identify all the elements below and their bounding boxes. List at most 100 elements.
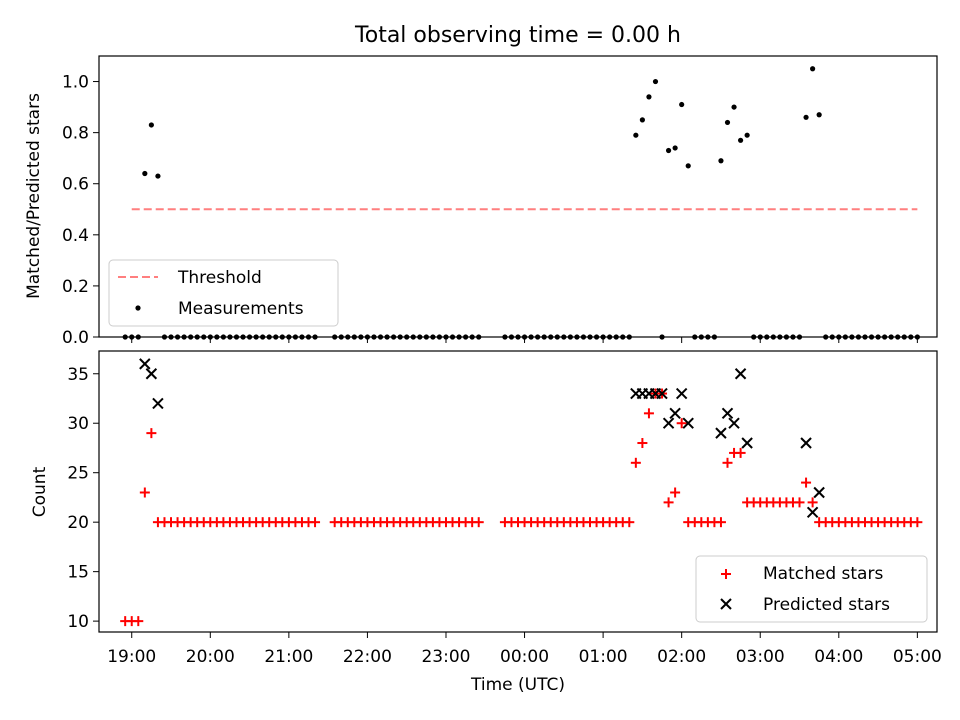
predicted-star-point-b xyxy=(139,358,151,370)
top-ytick-label: 0.4 xyxy=(62,226,89,246)
matched-star-point xyxy=(670,487,681,498)
measurement-point xyxy=(718,158,724,164)
predicted-star-point xyxy=(721,407,734,420)
bottom-ylabel: Count xyxy=(30,466,50,517)
predicted-star-point xyxy=(728,417,740,429)
counts-layer xyxy=(120,358,923,627)
predicted-star-point-b xyxy=(741,437,753,449)
predicted-star-point xyxy=(813,486,825,499)
legend-matched-label: Matched stars xyxy=(763,564,883,584)
matched-star-point xyxy=(637,438,648,449)
figure-title: Total observing time = 0.00 h xyxy=(354,23,681,48)
predicted-star-point xyxy=(662,417,675,429)
bottom-xtick-label: 22:00 xyxy=(343,647,392,667)
measurement-point xyxy=(646,94,652,100)
predicted-star-point-b xyxy=(152,397,164,410)
top-legend: Threshold Measurements xyxy=(108,259,339,327)
predicted-star-point-b xyxy=(800,437,812,449)
predicted-star-point-b xyxy=(682,417,694,429)
matched-star-point xyxy=(722,457,733,468)
predicted-star-point-b xyxy=(721,407,734,420)
matched-star-point xyxy=(310,517,321,528)
matched-star-point xyxy=(146,428,157,439)
matched-star-point xyxy=(624,517,635,528)
measurement-point xyxy=(142,170,148,177)
predicted-star-point-b xyxy=(662,417,675,429)
predicted-star-point xyxy=(806,506,819,518)
matched-star-point xyxy=(676,418,687,429)
top-ticks: 0.0 0.2 0.4 0.6 0.8 1.0 xyxy=(62,73,918,348)
bottom-ytick-label: 15 xyxy=(67,563,89,583)
predicted-star-point-b xyxy=(145,368,158,380)
bottom-xtick-label: 04:00 xyxy=(814,647,863,667)
matched-star-point xyxy=(133,616,144,627)
bottom-xtick-label: 00:00 xyxy=(500,647,549,667)
measurement-point xyxy=(724,119,731,126)
predicted-star-point-b xyxy=(715,427,727,439)
bottom-ticks: 10 15 20 25 30 35 19:00 20:00 21:00 22:00 23:00 00:… xyxy=(67,365,942,667)
bottom-ytick-label: 20 xyxy=(67,513,89,533)
legend-predicted-label: Predicted stars xyxy=(763,595,890,615)
top-ylabel: Matched/Predicted stars xyxy=(24,93,44,299)
matched-star-point xyxy=(794,497,805,508)
bottom-xtick-label: 23:00 xyxy=(421,647,470,667)
measurement-point xyxy=(685,163,691,169)
measurement-point xyxy=(155,173,161,179)
measurement-point xyxy=(672,145,678,151)
matched-star-point xyxy=(735,447,746,458)
top-ytick-label: 0.6 xyxy=(62,175,89,195)
measurement-point xyxy=(816,112,822,118)
measurement-point xyxy=(665,147,672,154)
predicted-star-point xyxy=(145,368,158,380)
bottom-ytick-label: 10 xyxy=(67,612,89,632)
measurement-point xyxy=(737,137,744,143)
bottom-legend-box xyxy=(695,555,928,623)
predicted-star-point-b xyxy=(675,387,688,400)
matched-star-point xyxy=(663,497,674,508)
bottom-axes-frame xyxy=(98,350,938,633)
top-ytick-label: 0.2 xyxy=(62,277,89,297)
bottom-ytick-label: 30 xyxy=(67,414,89,434)
predicted-star-point xyxy=(656,387,668,400)
legend-predicted-swatch xyxy=(720,598,732,610)
bottom-xtick-label: 19:00 xyxy=(107,647,156,667)
matched-star-point xyxy=(912,517,923,528)
predicted-star-point-b xyxy=(806,506,819,518)
bottom-xtick-label: 21:00 xyxy=(264,647,313,667)
predicted-star-point xyxy=(675,387,688,400)
matched-star-point xyxy=(473,517,484,528)
predicted-star-point xyxy=(715,427,727,439)
bottom-xtick-label: 02:00 xyxy=(657,647,706,667)
legend-matched-swatch xyxy=(721,569,731,579)
measurement-point xyxy=(633,132,639,138)
bottom-panel: 10 15 20 25 30 35 19:00 20:00 21:00 22:00 23:00 00:… xyxy=(30,350,942,695)
top-panel: 0.0 0.2 0.4 0.6 0.8 1.0 Matched/Predicted sta… xyxy=(24,55,938,348)
predicted-star-point xyxy=(741,437,753,449)
predicted-star-point xyxy=(152,397,164,410)
predicted-star-point-b xyxy=(669,407,681,420)
measurement-point xyxy=(744,132,750,138)
measurement-point xyxy=(639,117,645,123)
predicted-star-point xyxy=(682,417,694,429)
predicted-star-point-b xyxy=(728,417,740,429)
top-ytick-label: 0.0 xyxy=(62,328,89,348)
measurement-point xyxy=(652,78,659,85)
bottom-ytick-label: 25 xyxy=(67,464,89,484)
legend-predicted-swatch-b xyxy=(720,598,732,610)
bottom-xtick-label: 20:00 xyxy=(186,647,235,667)
bottom-legend: Matched stars Predicted stars xyxy=(695,555,928,623)
matched-star-point xyxy=(807,497,818,508)
predicted-star-point xyxy=(139,358,151,370)
measurement-point xyxy=(731,104,737,110)
measurement-point xyxy=(803,114,809,120)
legend-measurements-swatch xyxy=(135,305,141,311)
top-ytick-label: 0.8 xyxy=(62,124,89,144)
predicted-star-point-b xyxy=(813,486,825,499)
bottom-xtick-label: 05:00 xyxy=(893,647,942,667)
matched-star-point xyxy=(715,517,726,528)
predicted-star-point xyxy=(669,407,681,420)
measurement-point xyxy=(810,66,816,72)
predicted-star-point xyxy=(800,437,812,449)
top-legend-box xyxy=(108,259,339,327)
